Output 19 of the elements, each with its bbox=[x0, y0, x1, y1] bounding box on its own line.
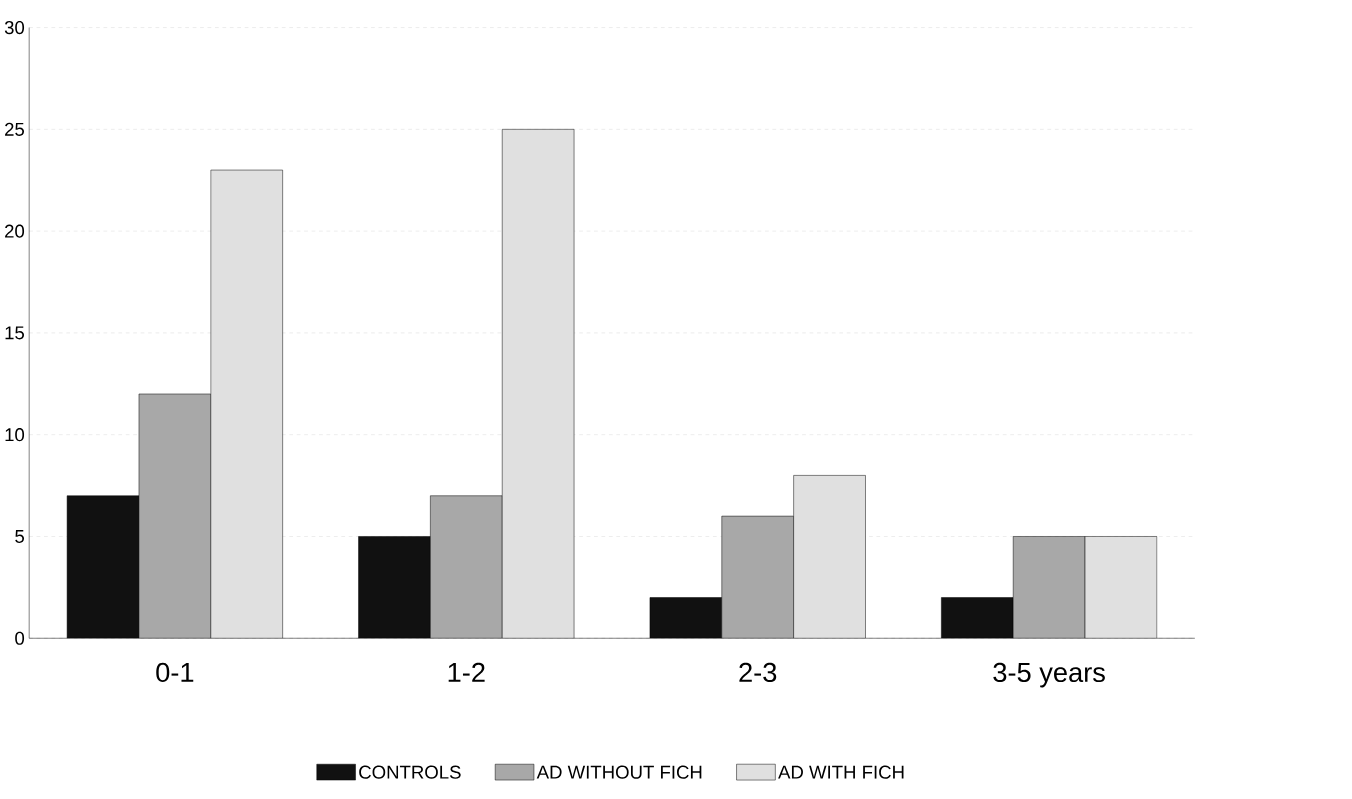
y-tick-label: 5 bbox=[15, 529, 25, 543]
bar bbox=[358, 536, 431, 639]
y-tick-label: 0 bbox=[15, 631, 25, 645]
x-tick-label: 0-1 bbox=[156, 662, 194, 683]
bar bbox=[67, 495, 139, 639]
x-tick-label: 2-3 bbox=[739, 662, 777, 683]
bar bbox=[649, 597, 722, 639]
legend-label: CONTROLS bbox=[359, 765, 461, 779]
y-tick-label: 20 bbox=[5, 224, 25, 238]
y-tick-label: 10 bbox=[5, 428, 25, 442]
bar bbox=[1084, 536, 1158, 639]
x-tick-label: 3-5 years bbox=[993, 662, 1105, 688]
legend-label: AD WITHOUT FICH bbox=[536, 765, 702, 779]
y-tick-label: 30 bbox=[4, 20, 25, 35]
bar bbox=[941, 597, 1014, 639]
y-tick-label: 15 bbox=[5, 326, 25, 340]
x-tick-label: 1-2 bbox=[448, 662, 485, 682]
legend-label: AD WITH FICH bbox=[778, 765, 904, 779]
y-tick-label: 25 bbox=[5, 122, 25, 136]
